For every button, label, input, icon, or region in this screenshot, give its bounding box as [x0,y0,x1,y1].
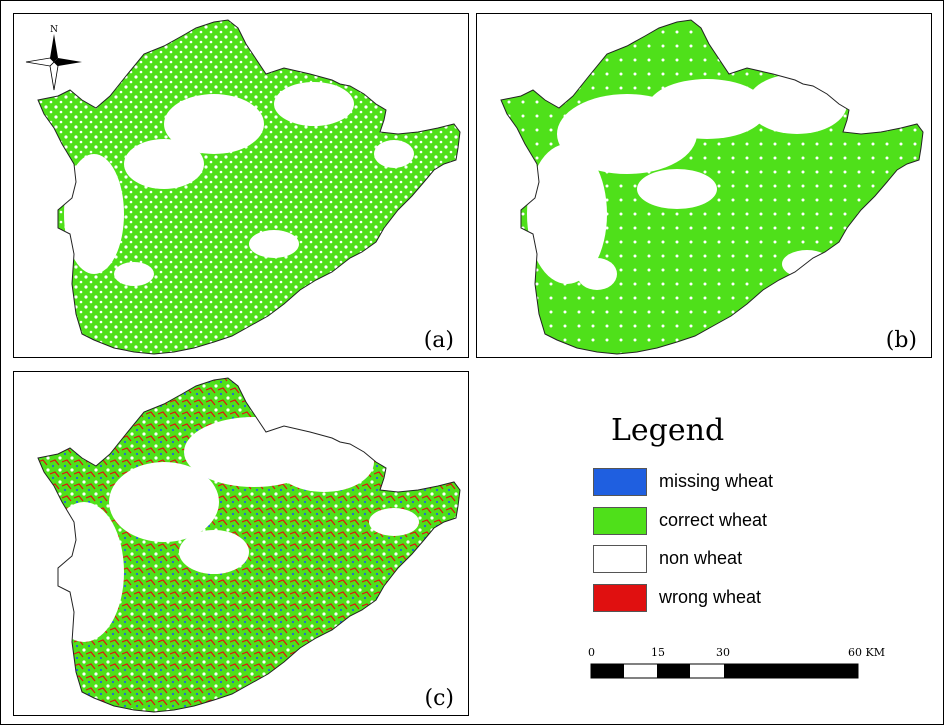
scale-bar: 0 15 30 60 KM [586,646,885,682]
non-wheat-patch [577,258,617,290]
non-wheat-patch [782,250,832,278]
map-a: N [25,19,461,355]
legend-swatch [593,545,647,573]
non-wheat-patch [274,432,374,492]
region-boundary [37,19,461,355]
north-arrow-icon: N [25,25,82,91]
legend-swatch [593,468,647,496]
scale-tick: 60 KM [848,646,885,659]
non-wheat-patch [637,169,717,209]
map-panel-a: N (a) [13,13,469,358]
scale-bar-graphic [590,663,859,679]
non-wheat-patch [274,82,354,126]
scale-tick: 30 [716,646,730,659]
panel-label-b: (b) [885,328,917,353]
scale-tick: 0 [588,646,595,659]
non-wheat-patch [44,502,124,642]
non-wheat-patch [109,462,219,542]
legend-label: wrong wheat [659,587,762,607]
non-wheat-areas [64,82,414,286]
map-panel-b: (b) [476,13,932,358]
map-b [500,19,924,355]
non-wheat-patch [164,94,264,154]
non-wheat-patch [647,79,767,139]
scale-tick: 15 [651,646,665,659]
legend-label: correct wheat [659,510,768,530]
legend-title: Legend [611,413,725,448]
legend-swatch [593,584,647,612]
non-wheat-patch [747,74,847,134]
panel-label-c: (c) [424,686,455,711]
north-label: N [50,25,58,35]
legend-swatch [593,507,647,535]
map-panel-c: (c) [13,371,469,716]
panel-label-a: (a) [423,328,454,353]
legend-label: non wheat [659,548,743,568]
map-c [37,377,461,713]
non-wheat-patch [179,530,249,574]
non-wheat-patch [114,262,154,286]
non-wheat-patch [64,154,124,274]
non-wheat-patch [527,144,607,284]
region-boundary [37,377,461,713]
non-wheat-patch [369,508,419,536]
non-wheat-patch [124,139,204,189]
region-boundary [500,19,924,355]
non-wheat-patch [249,230,299,258]
legend-label: missing wheat [659,471,774,491]
non-wheat-patch [374,140,414,168]
